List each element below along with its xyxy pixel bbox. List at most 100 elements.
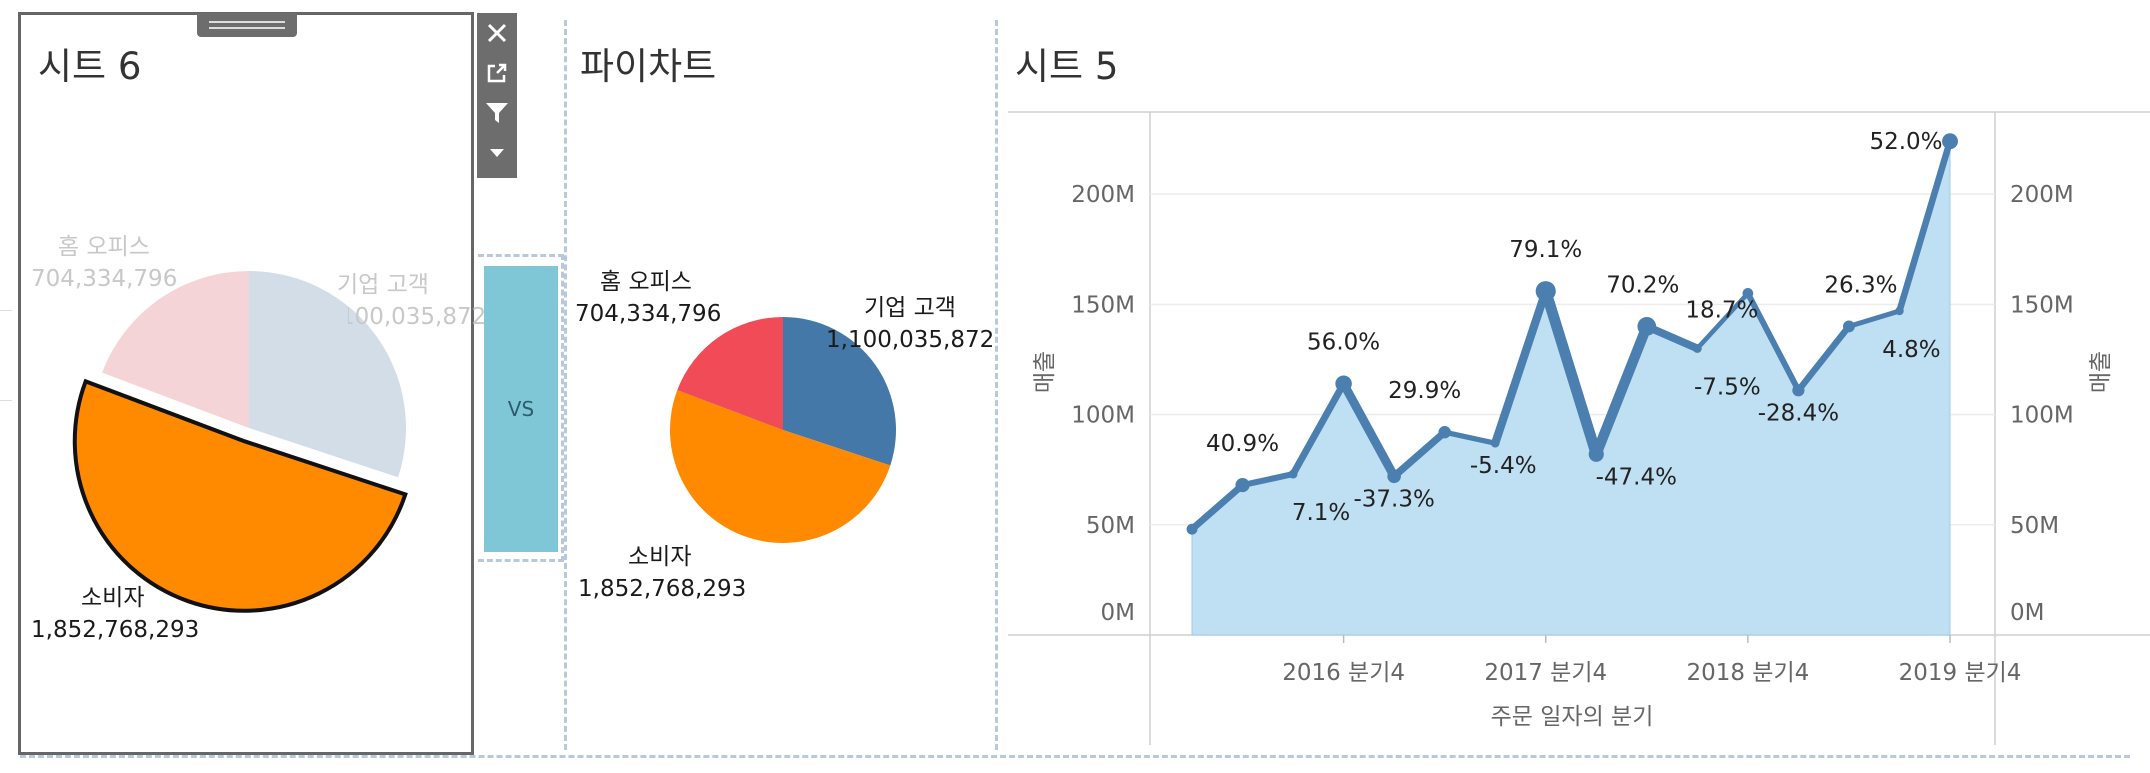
growth-label: 7.1% bbox=[1292, 500, 1350, 526]
x-tick-label: 2017 분기4 bbox=[1484, 660, 1607, 686]
sheet6-pie-chart bbox=[72, 271, 408, 613]
grip-line bbox=[209, 27, 285, 29]
pie-label-consumer: 소비자 bbox=[81, 585, 145, 611]
data-point[interactable] bbox=[1588, 446, 1604, 462]
sheet6-title: 시트 6 bbox=[38, 45, 142, 88]
vs-container bbox=[478, 254, 564, 562]
pie-slice[interactable] bbox=[72, 378, 408, 613]
data-point[interactable] bbox=[1895, 306, 1904, 316]
pie-chart bbox=[670, 317, 896, 544]
pie-value-consumer: 1,852,768,293 bbox=[31, 617, 200, 643]
more-options-icon[interactable] bbox=[477, 133, 517, 173]
y-tick-label: 100M bbox=[1071, 403, 1135, 429]
line-segment bbox=[1846, 308, 1902, 329]
layout-divider bbox=[564, 20, 567, 750]
growth-label: 56.0% bbox=[1307, 330, 1380, 356]
y-tick-label: 150M bbox=[1071, 292, 1135, 318]
pie-label-consumer: 소비자 bbox=[628, 544, 692, 570]
line-segment bbox=[1289, 380, 1348, 478]
layout-divider bbox=[20, 755, 2130, 758]
y-tick-label-right: 150M bbox=[2010, 292, 2074, 318]
vs-label: VS bbox=[507, 397, 535, 421]
data-point[interactable] bbox=[1387, 469, 1401, 484]
y-axis-title-right: 매출 bbox=[2088, 351, 2114, 393]
growth-label: 29.9% bbox=[1388, 378, 1461, 404]
layout-divider bbox=[0, 400, 12, 401]
line-segment bbox=[1442, 429, 1498, 446]
drag-handle[interactable] bbox=[197, 13, 297, 37]
line-segment bbox=[1390, 428, 1449, 480]
growth-label: 26.3% bbox=[1824, 272, 1897, 298]
line-segment bbox=[1188, 481, 1246, 533]
line-segment bbox=[1540, 285, 1602, 460]
growth-label: 18.7% bbox=[1685, 297, 1758, 323]
line-segment bbox=[1695, 291, 1751, 351]
line-segment bbox=[1591, 321, 1652, 460]
y-axis-title: 매출 bbox=[1032, 351, 1058, 393]
y-tick-label: 0M bbox=[1101, 600, 1135, 626]
data-point[interactable] bbox=[1490, 438, 1500, 448]
layout-divider bbox=[995, 20, 998, 750]
data-point[interactable] bbox=[1535, 281, 1556, 302]
x-tick-label: 2016 분기4 bbox=[1282, 660, 1405, 686]
line-segment bbox=[1339, 379, 1399, 481]
data-point[interactable] bbox=[1692, 343, 1702, 353]
growth-label: -47.4% bbox=[1596, 464, 1677, 490]
pie-label-home-office: 홈 오피스 bbox=[600, 269, 692, 295]
y-tick-label-right: 200M bbox=[2010, 182, 2074, 208]
pie-value-corporate: 1,100,035,872 bbox=[826, 327, 995, 353]
line-segment bbox=[1491, 286, 1550, 448]
pie-slice[interactable] bbox=[677, 317, 783, 430]
pie-value-consumer: 1,852,768,293 bbox=[578, 576, 747, 602]
data-point[interactable] bbox=[1288, 469, 1298, 479]
x-tick-label: 2019 분기4 bbox=[1899, 660, 2022, 686]
pie-value-corporate: 1,100,035,872 bbox=[318, 304, 487, 330]
pie-label-corporate: 기업 고객 bbox=[864, 295, 956, 321]
sheet5-title: 시트 5 bbox=[1015, 45, 1119, 88]
line-segment bbox=[1239, 471, 1297, 489]
y-tick-label: 200M bbox=[1071, 182, 1135, 208]
line-segment bbox=[1744, 290, 1802, 394]
growth-label: -28.4% bbox=[1758, 400, 1839, 426]
growth-label: -7.5% bbox=[1694, 374, 1761, 400]
pie-label-corporate: 기업 고객 bbox=[337, 272, 429, 298]
grip-line bbox=[209, 21, 285, 23]
data-point[interactable] bbox=[1235, 478, 1250, 493]
open-new-window-icon[interactable] bbox=[477, 53, 517, 93]
line-segment bbox=[1795, 323, 1853, 394]
growth-label: 52.0% bbox=[1869, 129, 1942, 155]
data-point[interactable] bbox=[1742, 288, 1754, 299]
pie-value-home-office: 704,334,796 bbox=[575, 301, 722, 327]
growth-label: 40.9% bbox=[1206, 431, 1279, 457]
y-tick-label-right: 0M bbox=[2010, 600, 2044, 626]
data-point[interactable] bbox=[1438, 425, 1451, 439]
pie-slice[interactable] bbox=[249, 271, 406, 478]
x-tick-label: 2018 분기4 bbox=[1686, 660, 1809, 686]
data-point[interactable] bbox=[1792, 384, 1805, 397]
data-point[interactable] bbox=[1942, 133, 1958, 150]
y-tick-label-right: 100M bbox=[2010, 403, 2074, 429]
growth-label: -37.3% bbox=[1353, 486, 1434, 512]
close-icon[interactable] bbox=[477, 13, 517, 53]
line-segment bbox=[1896, 137, 1954, 315]
pie-slice[interactable] bbox=[783, 317, 896, 466]
y-tick-label: 50M bbox=[1086, 513, 1135, 539]
x-axis-title: 주문 일자의 분기 bbox=[1491, 704, 1654, 730]
pie-sheet-title: 파이차트 bbox=[580, 45, 717, 88]
layout-divider bbox=[0, 310, 12, 311]
data-point[interactable] bbox=[1335, 375, 1352, 392]
y-tick-label-right: 50M bbox=[2010, 513, 2059, 539]
growth-label: 4.8% bbox=[1882, 337, 1940, 363]
data-point[interactable] bbox=[1843, 320, 1855, 333]
filter-icon[interactable] bbox=[477, 93, 517, 133]
growth-label: 79.1% bbox=[1509, 237, 1582, 263]
data-point[interactable] bbox=[1186, 523, 1198, 535]
pie-value-home-office: 704,334,796 bbox=[31, 266, 178, 292]
vs-box[interactable]: VS bbox=[484, 266, 558, 552]
pie-label-home-office: 홈 오피스 bbox=[58, 234, 150, 260]
pie-slice[interactable] bbox=[102, 271, 249, 428]
growth-label: 70.2% bbox=[1606, 272, 1679, 298]
pie-slice[interactable] bbox=[670, 390, 891, 544]
data-point[interactable] bbox=[1637, 317, 1657, 336]
